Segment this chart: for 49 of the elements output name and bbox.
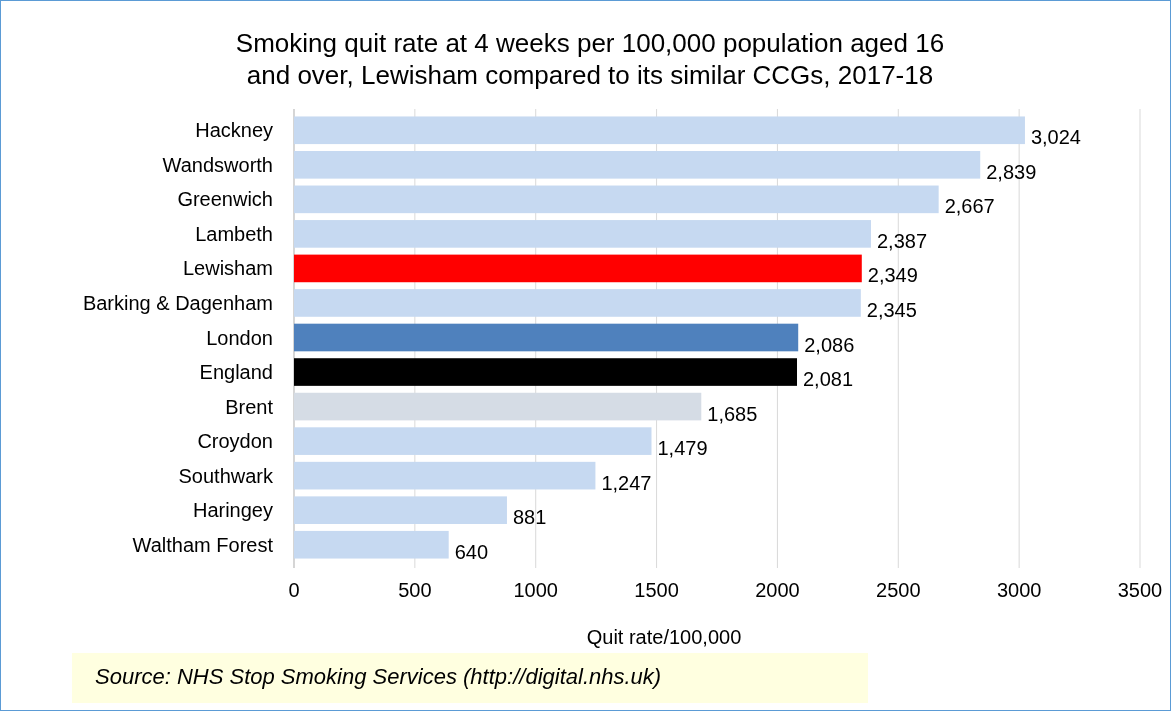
y-tick-label: England (199, 361, 273, 384)
data-label: 640 (454, 540, 489, 563)
x-tick-label: 1500 (634, 579, 679, 601)
bar (294, 220, 871, 248)
y-tick-label: London (206, 326, 273, 349)
x-tick-label: 500 (398, 579, 432, 601)
bar (294, 530, 449, 559)
bar (294, 496, 507, 525)
y-tick-label: Hackney (195, 119, 273, 142)
x-tick-label: 2000 (755, 579, 800, 601)
data-label: 2,387 (876, 229, 928, 252)
data-label: 1,479 (657, 437, 708, 460)
data-label: 3,024 (1030, 126, 1082, 149)
data-label: 2,839 (986, 160, 1037, 183)
data-label: 2,345 (866, 298, 917, 321)
data-label: 1,247 (601, 471, 652, 494)
y-tick-label: Lewisham (182, 257, 273, 280)
y-tick-label: Haringey (192, 499, 273, 522)
x-tick-label: 3000 (996, 579, 1042, 601)
bar (294, 323, 799, 352)
x-tick-label: 1000 (513, 579, 558, 601)
y-tick-label: Waltham Forest (132, 533, 274, 556)
data-label: 881 (512, 506, 547, 529)
y-tick-label: Lambeth (195, 222, 273, 245)
bar (294, 427, 652, 455)
bar (294, 254, 862, 283)
x-tick-label: 0 (288, 579, 300, 601)
bar (294, 289, 861, 317)
data-label: 2,349 (867, 264, 918, 287)
data-label: 2,086 (804, 333, 855, 356)
data-label: 2,667 (944, 195, 995, 218)
source-note: Source: NHS Stop Smoking Services (http://digital.nhs.uk) (95, 664, 662, 689)
chart-title: Smoking quit rate at 4 weeks per 100,000 population aged 16 and over, Lewisham compared to its similar CCGs, 2017-18 (235, 28, 945, 90)
x-axis-title: Quit rate/100,000 (586, 626, 742, 648)
bar (294, 185, 939, 214)
bar (294, 116, 1025, 145)
x-tick-label: 2500 (876, 579, 921, 601)
y-tick-label: Croydon (197, 430, 273, 453)
y-tick-label: Southwark (178, 464, 274, 487)
bar (294, 461, 596, 490)
y-tick-label: Barking & Dagenham (82, 291, 273, 314)
bar (294, 150, 981, 179)
y-tick-label: Wandsworth (162, 153, 273, 176)
y-tick-label: Greenwich (177, 188, 273, 211)
data-label: 1,685 (707, 402, 758, 425)
bar (294, 358, 798, 386)
x-tick-label: 3500 (1117, 579, 1163, 601)
y-tick-label: Brent (225, 395, 274, 418)
data-label: 2,081 (803, 368, 854, 391)
